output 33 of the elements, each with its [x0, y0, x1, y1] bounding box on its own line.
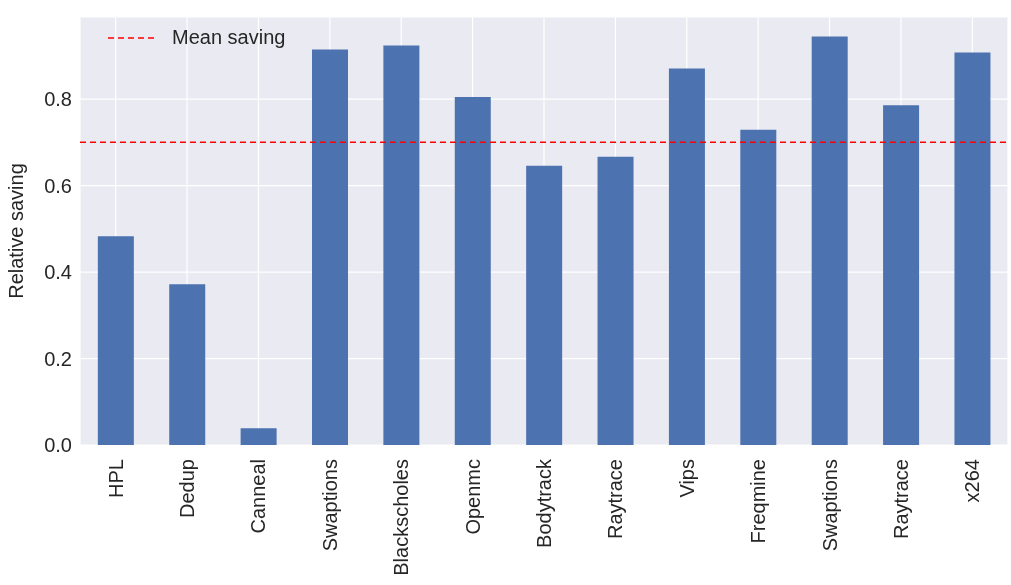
x-tick-label: Vips	[675, 459, 698, 498]
bar	[668, 68, 705, 445]
x-tick-label: Canneal	[247, 459, 270, 534]
y-tick-label: 0.4	[44, 261, 72, 284]
bar	[740, 129, 777, 445]
x-tick-label: HPL	[104, 459, 127, 498]
bar	[312, 49, 348, 445]
bar	[383, 45, 420, 445]
x-tick-label: Freqmine	[747, 459, 770, 544]
bar	[811, 36, 848, 445]
x-tick-label: Raytrace	[889, 459, 912, 540]
bar	[97, 236, 134, 445]
legend-label: Mean saving	[172, 26, 286, 49]
x-tick-label: Swaptions	[818, 459, 841, 552]
x-tick-label: Openmc	[461, 459, 484, 535]
bar	[526, 165, 563, 445]
y-tick-label: 0.8	[44, 88, 72, 111]
x-tick-label: Bodytrack	[533, 458, 555, 548]
x-tick-label: Dedup	[176, 459, 199, 518]
bar	[169, 284, 206, 445]
y-axis-title: Relative saving	[5, 163, 28, 299]
y-tick-label: 0.2	[44, 347, 72, 370]
x-tick-label: Raytrace	[604, 459, 627, 540]
bar	[240, 428, 277, 445]
bar	[597, 156, 634, 445]
x-tick-label: x264	[961, 459, 984, 503]
x-tick-label: Swaptions	[318, 459, 341, 552]
x-tick-label: Blackscholes	[390, 459, 413, 576]
bar	[454, 96, 491, 445]
bar	[883, 105, 920, 445]
bar	[954, 52, 991, 445]
y-tick-label: 0.6	[44, 174, 72, 197]
y-tick-label: 0.0	[44, 434, 72, 457]
